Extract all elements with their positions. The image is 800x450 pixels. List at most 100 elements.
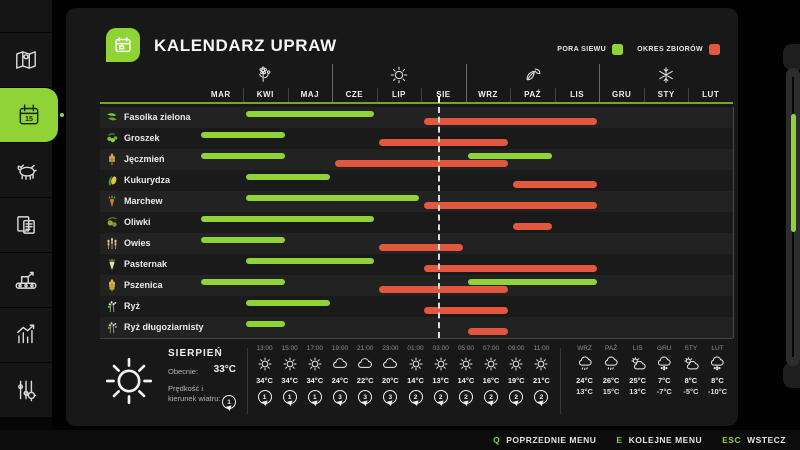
wind-value: 2 bbox=[438, 393, 443, 401]
crop-row: Pszenica bbox=[100, 275, 733, 296]
calendar-badge-icon bbox=[106, 28, 140, 62]
sun-icon bbox=[283, 357, 297, 371]
sidebar-item-calendar[interactable]: 15 bbox=[0, 88, 64, 142]
crop-name: Fasolka zielona bbox=[124, 112, 191, 122]
sow-bar bbox=[201, 278, 286, 285]
hourly-forecast-column: 21:00 22°C 3 bbox=[353, 345, 378, 410]
current-temp-value: 33°C bbox=[213, 364, 236, 375]
crop-name: Jęczmień bbox=[124, 154, 165, 164]
forecast-month: GRU bbox=[657, 345, 672, 352]
sun-icon bbox=[258, 357, 271, 371]
month-label-cze: CZE bbox=[345, 90, 364, 99]
crop-name: Groszek bbox=[124, 133, 160, 143]
month-label-maj: MAJ bbox=[300, 90, 320, 99]
cloud-icon bbox=[383, 358, 398, 368]
wind-direction-icon: 2 bbox=[433, 390, 448, 410]
green-bean-icon bbox=[107, 113, 117, 121]
hourly-forecast: 13:00 34°C 1 15:00 34°C 1 17:00 34°C 1 19:00 24°C 3… bbox=[252, 345, 554, 410]
corn-icon bbox=[108, 175, 117, 186]
forecast-time: 05:00 bbox=[457, 345, 475, 352]
header-tick bbox=[287, 88, 289, 102]
forecast-temp: 19°C bbox=[507, 376, 525, 385]
forecast-low-temp: -7°C bbox=[656, 387, 672, 396]
forecast-high-temp: 8°C bbox=[711, 376, 724, 385]
wind-value: 2 bbox=[539, 393, 544, 401]
cloud-sun-icon bbox=[631, 357, 646, 370]
forecast-temp: 16°C bbox=[482, 376, 500, 385]
key-e: E bbox=[616, 435, 623, 445]
harvest-bar bbox=[423, 118, 597, 125]
hourly-forecast-column: 09:00 19°C 2 bbox=[504, 345, 529, 410]
harvest-bar bbox=[334, 160, 508, 167]
harvest-bar bbox=[512, 181, 597, 188]
back-label: WSTECZ bbox=[747, 435, 786, 445]
sow-bar bbox=[468, 152, 553, 159]
calendar-icon: 15 bbox=[19, 104, 39, 125]
crop-row: Ryż długoziarnisty bbox=[100, 317, 733, 338]
flower-icon bbox=[259, 66, 271, 82]
scrollbar-track[interactable] bbox=[786, 68, 800, 366]
forecast-low-temp: -10°C bbox=[707, 387, 728, 396]
crop-row: Ryż bbox=[100, 296, 733, 317]
forecast-high-temp: 7°C bbox=[657, 376, 671, 385]
leaves-icon bbox=[526, 68, 540, 81]
legend-sow-label: PORA SIEWU bbox=[557, 46, 607, 53]
sidebar-item-statistics[interactable] bbox=[0, 308, 52, 362]
forecast-low-temp: 15°C bbox=[602, 387, 620, 396]
sun-icon bbox=[390, 66, 408, 84]
forecast-time: 21:00 bbox=[357, 345, 374, 352]
sidebar-item-settings[interactable] bbox=[0, 363, 52, 417]
current-temp-label: Obecnie: bbox=[168, 367, 199, 376]
legend: PORA SIEWU OKRES ZBIORÓW bbox=[557, 44, 728, 55]
key-q: Q bbox=[493, 435, 501, 445]
back-button[interactable]: ESC WSTECZ bbox=[722, 435, 786, 445]
forecast-temp: 34°C bbox=[306, 376, 324, 385]
map-icon bbox=[16, 51, 36, 69]
divider bbox=[247, 348, 248, 414]
olives-icon bbox=[107, 217, 117, 227]
wind-value: 1 bbox=[227, 398, 231, 406]
wind-direction-icon: 1 bbox=[222, 395, 236, 415]
wind-direction-icon: 3 bbox=[358, 390, 373, 410]
month-label-lut: LUT bbox=[702, 90, 720, 99]
hourly-forecast-column: 15:00 34°C 1 bbox=[277, 345, 302, 410]
statistics-icon bbox=[17, 324, 35, 344]
forecast-high-temp: 8°C bbox=[684, 376, 698, 385]
forecast-temp: 22°C bbox=[356, 376, 374, 385]
forecast-temp: 21°C bbox=[533, 376, 550, 385]
forecast-time: 07:00 bbox=[482, 345, 500, 352]
hourly-forecast-column: 17:00 34°C 1 bbox=[302, 345, 327, 410]
sidebar-item-animals[interactable] bbox=[0, 143, 52, 197]
harvest-bar bbox=[468, 328, 508, 335]
sun-icon bbox=[484, 357, 498, 371]
forecast-temp: 34°C bbox=[256, 376, 273, 385]
sow-bar bbox=[245, 110, 375, 117]
header-tick bbox=[688, 88, 690, 102]
sidebar-item-production[interactable] bbox=[0, 253, 52, 307]
forecast-month: LUT bbox=[711, 345, 724, 352]
sidebar-item-contracts[interactable] bbox=[0, 198, 52, 252]
header-tick bbox=[332, 64, 334, 102]
oats-icon bbox=[107, 237, 117, 250]
sidebar-item-map[interactable] bbox=[0, 33, 52, 87]
crop-row: Owies bbox=[100, 233, 733, 254]
monthly-forecast-column: STY 8°C -5°C bbox=[678, 345, 703, 396]
forecast-time: 09:00 bbox=[508, 345, 525, 352]
previous-menu-button[interactable]: Q POPRZEDNIE MENU bbox=[493, 435, 596, 445]
sow-bar bbox=[245, 320, 286, 327]
header-tick bbox=[376, 88, 378, 102]
snowflake-icon bbox=[659, 67, 673, 83]
monthly-forecast-column: LUT 8°C -10°C bbox=[705, 345, 730, 396]
forecast-month: LIS bbox=[632, 345, 643, 352]
monthly-forecast-column: PAŹ 26°C 15°C bbox=[599, 345, 624, 396]
header-divider bbox=[100, 102, 733, 104]
header-tick bbox=[599, 64, 601, 102]
wind-direction-icon: 2 bbox=[484, 390, 499, 410]
wind-direction-icon: 1 bbox=[257, 390, 272, 410]
crop-row: Marchew bbox=[100, 191, 733, 212]
sun-icon bbox=[308, 357, 322, 371]
scrollbar-thumb[interactable] bbox=[790, 114, 796, 232]
next-menu-button[interactable]: E KOLEJNE MENU bbox=[616, 435, 702, 445]
svg-text:15: 15 bbox=[25, 116, 33, 123]
scrollbar-cap bbox=[783, 362, 800, 388]
